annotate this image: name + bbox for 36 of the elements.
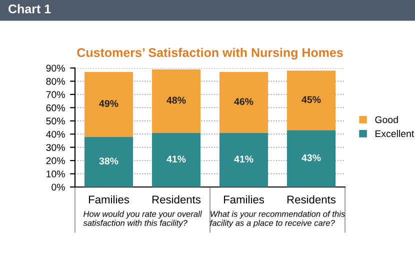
x-tick-label: Residents bbox=[152, 195, 201, 204]
y-tick-label: 0% bbox=[52, 184, 65, 191]
legend-label: Excellent bbox=[376, 130, 414, 138]
chart-title: Customers’ Satisfaction with Nursing Homes bbox=[77, 48, 343, 60]
data-label: 41% bbox=[234, 156, 254, 162]
bar bbox=[84, 136, 134, 187]
y-tick-label: 40% bbox=[46, 130, 65, 138]
text: How would you rate your overall satisfaction with this facility? bbox=[83, 210, 202, 228]
legend-label: Good bbox=[375, 116, 398, 124]
y-tick-label: 70% bbox=[46, 91, 65, 98]
data-label: 41% bbox=[166, 156, 186, 162]
bar bbox=[152, 132, 201, 187]
bar bbox=[286, 70, 336, 130]
y-tick-label: 20% bbox=[46, 157, 65, 164]
bar bbox=[152, 69, 201, 133]
data-label: 49% bbox=[99, 100, 118, 107]
bar bbox=[84, 72, 134, 137]
bar bbox=[219, 132, 268, 187]
y-tick-label: 10% bbox=[46, 170, 65, 178]
data-label: 43% bbox=[302, 154, 321, 162]
x-tick-label: Families bbox=[224, 195, 264, 204]
text: What is your recommendation of this facility as a place to receive care? bbox=[210, 210, 345, 228]
data-label: 48% bbox=[166, 96, 186, 104]
y-tick-label: 80% bbox=[46, 78, 65, 85]
y-tick-label: 50% bbox=[46, 118, 65, 125]
y-tick-label: 60% bbox=[46, 104, 65, 112]
y-tick-label: 90% bbox=[46, 64, 65, 72]
bar bbox=[286, 130, 336, 187]
x-tick-label: Residents bbox=[287, 195, 336, 204]
y-tick-label: 30% bbox=[46, 144, 65, 151]
caption: Chart 1 bbox=[8, 4, 51, 14]
x-tick-label: Families bbox=[88, 195, 130, 204]
bar bbox=[219, 72, 268, 133]
data-label: 46% bbox=[234, 98, 254, 105]
data-label: 38% bbox=[99, 158, 118, 164]
data-label: 45% bbox=[302, 96, 321, 104]
